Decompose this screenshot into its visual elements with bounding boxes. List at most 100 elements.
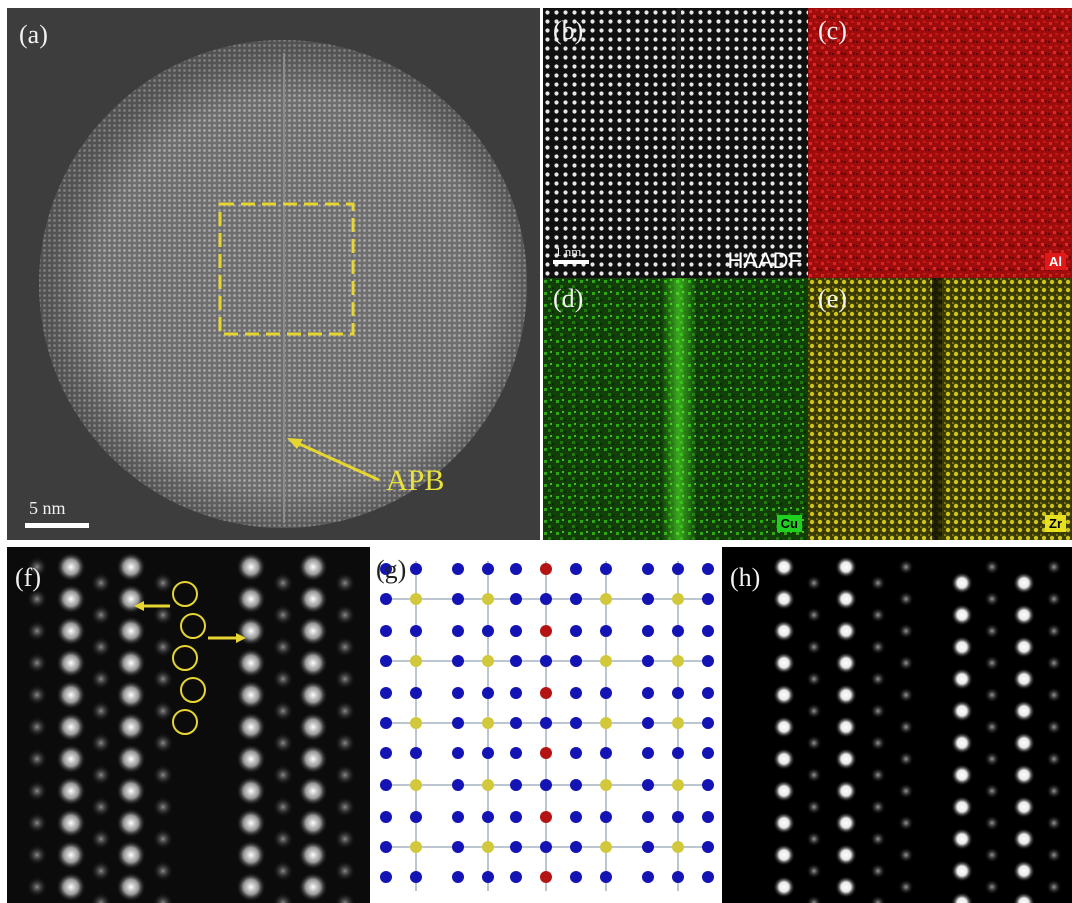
atom-column bbox=[806, 735, 822, 751]
atom-column bbox=[773, 620, 795, 642]
atom-column bbox=[90, 572, 112, 594]
atom-column bbox=[272, 604, 294, 626]
model-atom bbox=[642, 841, 654, 853]
model-atom bbox=[452, 655, 464, 667]
atom-column bbox=[1046, 847, 1062, 863]
panel-label-c: (c) bbox=[818, 16, 847, 45]
model-atom bbox=[672, 717, 684, 729]
atom-column bbox=[334, 892, 356, 903]
model-atom bbox=[672, 687, 684, 699]
apb-arrow bbox=[294, 440, 380, 482]
atom-column bbox=[90, 668, 112, 690]
model-atom bbox=[642, 625, 654, 637]
model-atom bbox=[672, 841, 684, 853]
atom-column bbox=[806, 895, 822, 903]
atom-column bbox=[898, 591, 914, 607]
model-atom bbox=[380, 871, 392, 883]
model-atom bbox=[570, 841, 582, 853]
model-atom bbox=[380, 625, 392, 637]
atomic-structure-model bbox=[380, 561, 714, 891]
model-atom bbox=[380, 717, 392, 729]
panel-c-al-map: (c) Al bbox=[808, 8, 1072, 278]
atom-column bbox=[26, 780, 48, 802]
model-atom bbox=[570, 687, 582, 699]
atom-column bbox=[951, 732, 973, 754]
atom-columns-h bbox=[773, 556, 1062, 903]
model-atom bbox=[452, 687, 464, 699]
atom-column bbox=[870, 831, 886, 847]
atom-column bbox=[898, 751, 914, 767]
atom-column bbox=[26, 620, 48, 642]
model-atom bbox=[642, 871, 654, 883]
atom-column bbox=[1013, 604, 1035, 626]
atom-column bbox=[835, 844, 857, 866]
atom-column bbox=[1013, 668, 1035, 690]
model-atom bbox=[702, 593, 714, 605]
element-tag-al: Al bbox=[1045, 253, 1066, 270]
atom-column bbox=[1046, 591, 1062, 607]
atom-column bbox=[334, 636, 356, 658]
atom-column bbox=[806, 639, 822, 655]
atom-columns-f bbox=[26, 552, 356, 903]
atom-column bbox=[898, 687, 914, 703]
model-atom bbox=[570, 811, 582, 823]
atom-column bbox=[1046, 879, 1062, 895]
atom-column bbox=[236, 552, 266, 582]
atom-column bbox=[870, 703, 886, 719]
atom-column bbox=[90, 860, 112, 882]
atom-column bbox=[773, 844, 795, 866]
atom-column bbox=[984, 719, 1000, 735]
model-atom bbox=[642, 687, 654, 699]
atom-column bbox=[152, 764, 174, 786]
atom-column bbox=[898, 879, 914, 895]
atom-column bbox=[951, 700, 973, 722]
atom-column bbox=[773, 556, 795, 578]
model-atom bbox=[410, 687, 422, 699]
atom-column bbox=[806, 575, 822, 591]
atom-column bbox=[56, 808, 86, 838]
model-atom bbox=[570, 625, 582, 637]
panel-h-simulation: (h) bbox=[722, 547, 1072, 903]
atom-column bbox=[298, 776, 328, 806]
model-atom bbox=[642, 747, 654, 759]
atom-column bbox=[806, 671, 822, 687]
atom-column bbox=[272, 892, 294, 903]
atom-column bbox=[26, 684, 48, 706]
model-atom bbox=[570, 655, 582, 667]
atom-column bbox=[56, 712, 86, 742]
atom-column bbox=[334, 668, 356, 690]
panel-b-haadf: (b) 1 nm HAADF bbox=[543, 8, 808, 278]
model-atom bbox=[510, 563, 522, 575]
panel-label-g: (g) bbox=[376, 555, 407, 584]
model-atom bbox=[410, 655, 422, 667]
model-atom bbox=[672, 563, 684, 575]
atom-column bbox=[870, 863, 886, 879]
atom-column bbox=[334, 796, 356, 818]
atom-column bbox=[56, 872, 86, 902]
atom-column bbox=[272, 860, 294, 882]
panel-label-f: (f) bbox=[15, 563, 41, 592]
atom-column bbox=[870, 639, 886, 655]
model-atom bbox=[600, 747, 612, 759]
atom-column bbox=[835, 620, 857, 642]
atom-column bbox=[298, 744, 328, 774]
atom-column bbox=[1046, 719, 1062, 735]
scale-label-a: 5 nm bbox=[29, 498, 66, 518]
model-atom bbox=[600, 779, 612, 791]
hrstem-atomic-image bbox=[7, 547, 370, 903]
atom-column bbox=[1046, 623, 1062, 639]
haadf-image bbox=[543, 8, 808, 278]
model-atom bbox=[672, 747, 684, 759]
atom-column bbox=[984, 815, 1000, 831]
atom-column bbox=[1013, 636, 1035, 658]
model-atom bbox=[702, 687, 714, 699]
model-atom bbox=[410, 811, 422, 823]
atom-column bbox=[56, 680, 86, 710]
atom-column bbox=[898, 815, 914, 831]
model-atom bbox=[410, 841, 422, 853]
atom-column bbox=[1013, 732, 1035, 754]
model-atom bbox=[672, 871, 684, 883]
model-atom bbox=[642, 563, 654, 575]
atom-column bbox=[26, 588, 48, 610]
model-atom bbox=[672, 625, 684, 637]
